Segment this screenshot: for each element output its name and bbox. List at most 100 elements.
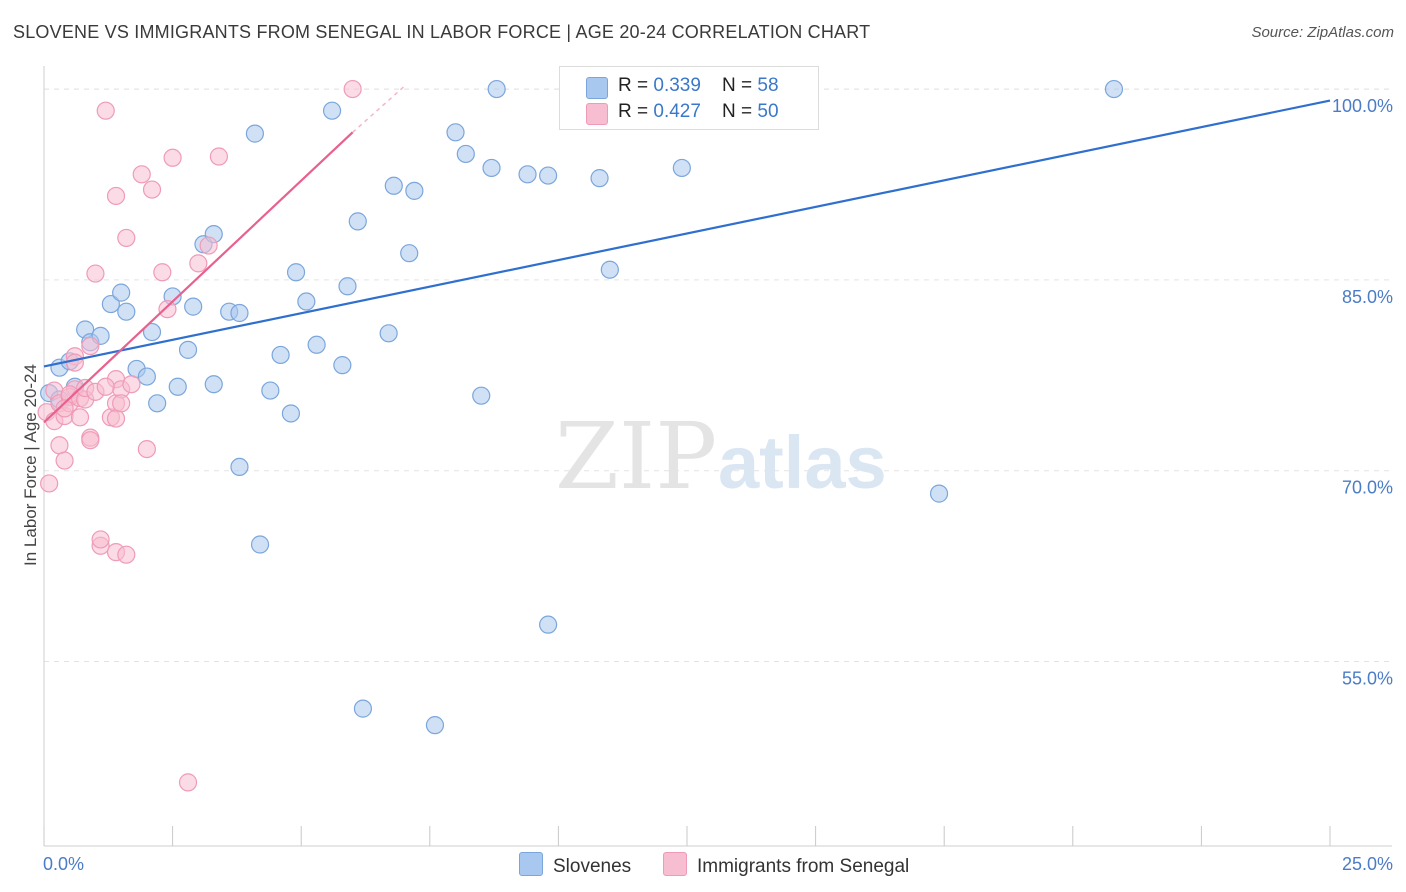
senegal-point bbox=[70, 408, 90, 427]
y-tick-label: 85.0% bbox=[1342, 287, 1393, 307]
senegal-point bbox=[117, 545, 136, 564]
senegal-point bbox=[112, 394, 131, 413]
slovene-point bbox=[230, 457, 249, 477]
slovene-point bbox=[297, 292, 316, 311]
slovene-point bbox=[539, 166, 558, 185]
axes bbox=[43, 66, 1392, 847]
senegal-point bbox=[142, 180, 162, 199]
senegal-point bbox=[55, 399, 74, 418]
senegal-point bbox=[81, 336, 100, 356]
watermark-zip: ZIP bbox=[555, 403, 717, 510]
slovene-point bbox=[590, 169, 609, 188]
slovene-point bbox=[487, 79, 506, 99]
senegal-point bbox=[106, 409, 126, 428]
slovenes-legend-swatch bbox=[519, 852, 543, 876]
slovene-point bbox=[271, 345, 290, 365]
senegal-swatch bbox=[586, 103, 608, 125]
senegal-point bbox=[178, 773, 198, 792]
senegal-point bbox=[55, 451, 74, 470]
senegal-point bbox=[343, 79, 362, 99]
tick-labels: 55.0% 70.0% 85.0% 100.0% 0.0% 25.0% bbox=[43, 96, 1393, 874]
x-tick-label: 0.0% bbox=[43, 854, 84, 874]
slovene-point bbox=[261, 381, 280, 400]
legend-r-label: R = bbox=[618, 101, 654, 122]
slovenes-legend-label: Slovenes bbox=[553, 856, 632, 877]
senegal-point bbox=[209, 147, 228, 166]
senegal-point bbox=[86, 264, 105, 283]
y-tick-label: 70.0% bbox=[1342, 478, 1393, 498]
slovene-point bbox=[204, 375, 223, 394]
slovene-point bbox=[348, 212, 367, 231]
slovene-point bbox=[307, 335, 326, 354]
slovene-point bbox=[482, 158, 501, 178]
senegal-point bbox=[158, 300, 177, 319]
senegal-legend-label: Immigrants from Senegal bbox=[697, 856, 910, 877]
slovene-point bbox=[281, 404, 301, 423]
slovene-point bbox=[112, 283, 131, 302]
slovenes-swatch bbox=[586, 77, 608, 99]
slovene-point bbox=[425, 716, 445, 735]
slovene-point bbox=[142, 322, 162, 342]
y-tick-label: 55.0% bbox=[1342, 669, 1393, 689]
chart-source: Source: ZipAtlas.com bbox=[1251, 24, 1394, 41]
senegal-point bbox=[96, 377, 115, 396]
senegal-point bbox=[132, 165, 151, 184]
slovene-point bbox=[600, 260, 619, 279]
slovene-point bbox=[456, 144, 475, 164]
correlation-legend: R = 0.339 N = 58 R = 0.427 N = 50 bbox=[559, 66, 819, 130]
slovene-point bbox=[333, 356, 352, 375]
senegal-point bbox=[106, 186, 126, 206]
senegal-point bbox=[199, 236, 218, 255]
slovene-point bbox=[148, 394, 167, 413]
slovene-point bbox=[250, 535, 270, 554]
slovene-point bbox=[405, 181, 424, 200]
slovene-point bbox=[353, 699, 373, 718]
y-axis-label: In Labor Force | Age 20-24 bbox=[21, 364, 40, 566]
slovene-point bbox=[230, 303, 249, 323]
x-tick-label: 25.0% bbox=[1342, 854, 1393, 874]
senegal-point bbox=[40, 474, 59, 493]
senegal-point bbox=[96, 101, 115, 120]
slovene-point bbox=[338, 277, 357, 296]
series-legend-senegal: Immigrants from Senegal bbox=[663, 852, 909, 878]
slovene-point bbox=[1104, 79, 1124, 99]
senegal-trend-extension bbox=[352, 85, 405, 133]
senegal-point bbox=[65, 353, 84, 372]
data-points bbox=[37, 79, 1124, 792]
y-tick-label: 100.0% bbox=[1332, 96, 1393, 116]
trend-lines bbox=[43, 85, 1331, 424]
slovene-point bbox=[672, 158, 691, 178]
senegal-point bbox=[189, 254, 208, 273]
slovene-point bbox=[400, 244, 419, 263]
slovene-point bbox=[178, 340, 198, 359]
senegal-point bbox=[50, 436, 69, 455]
legend-r-label: R = bbox=[618, 75, 654, 96]
slovene-point bbox=[518, 165, 537, 184]
legend-n-label: N = bbox=[722, 101, 758, 122]
slovene-point bbox=[446, 123, 465, 142]
slovene-point bbox=[245, 124, 265, 143]
senegal-point bbox=[117, 228, 136, 248]
slovene-point bbox=[322, 101, 342, 120]
legend-n-label: N = bbox=[722, 75, 758, 96]
grid-lines bbox=[44, 88, 1392, 663]
senegal-point bbox=[81, 431, 100, 450]
slovene-point bbox=[472, 386, 491, 405]
watermark-atlas: atlas bbox=[718, 421, 887, 504]
slovene-point bbox=[117, 302, 136, 321]
chart-title: SLOVENE VS IMMIGRANTS FROM SENEGAL IN LA… bbox=[13, 22, 871, 42]
legend-n-value: 58 bbox=[757, 75, 779, 96]
series-legend-slovenes: Slovenes bbox=[519, 852, 631, 878]
legend-n-value: 50 bbox=[757, 101, 779, 122]
slovene-point bbox=[929, 484, 949, 503]
senegal-point bbox=[122, 375, 141, 394]
slovene-point bbox=[184, 297, 203, 316]
senegal-trend-line bbox=[43, 131, 354, 424]
slovene-point bbox=[137, 367, 156, 386]
slovene-point bbox=[384, 176, 403, 195]
slovenes-trend-line bbox=[43, 99, 1331, 368]
slovene-point bbox=[539, 615, 558, 634]
slovene-point bbox=[379, 324, 398, 343]
slovene-point bbox=[101, 294, 120, 314]
